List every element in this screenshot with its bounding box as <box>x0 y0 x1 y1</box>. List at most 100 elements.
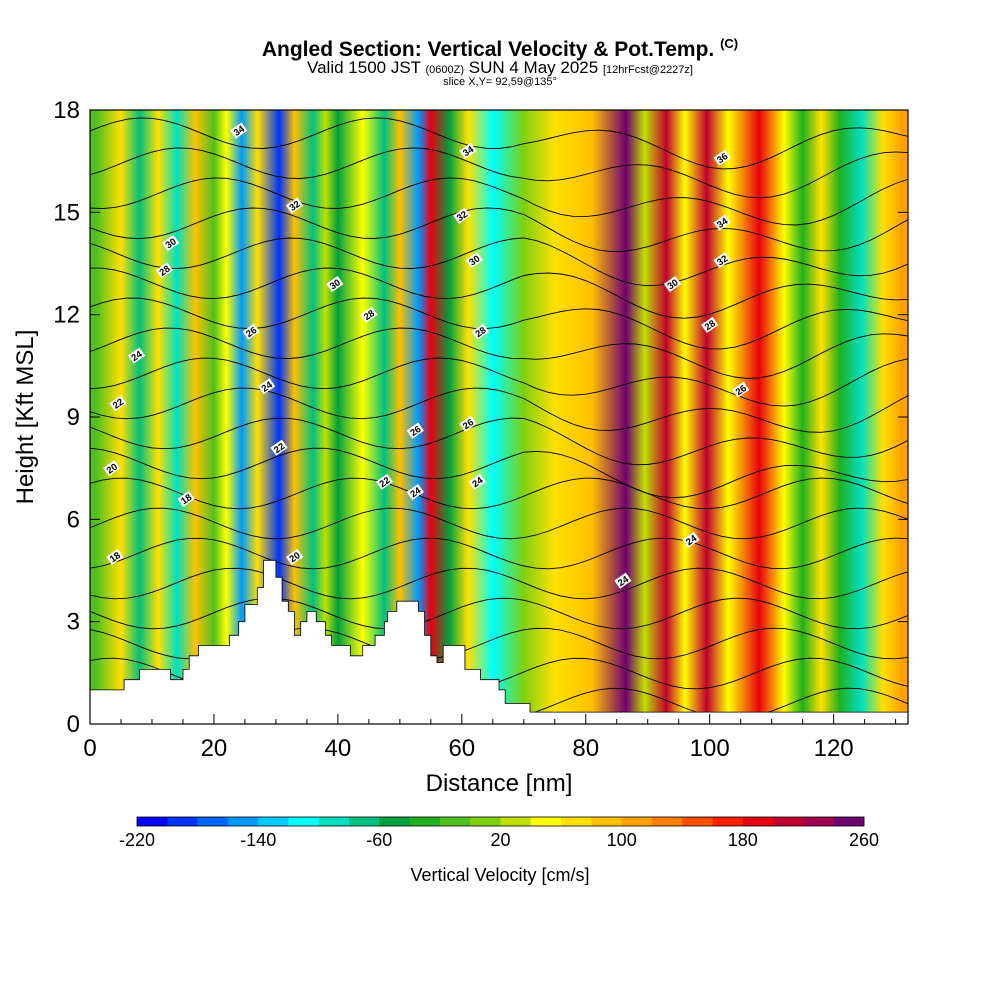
colorbar-tick-label: 260 <box>849 830 879 850</box>
colorbar-swatch <box>621 817 653 826</box>
y-tick-label: 18 <box>53 97 80 124</box>
contour-label: 36 <box>713 149 731 166</box>
colorbar-swatch <box>742 817 774 826</box>
colorbar-swatch <box>379 817 410 826</box>
contour-label: 30 <box>663 275 682 292</box>
contour-label: 28 <box>471 323 490 340</box>
colorbar-tick-label: 100 <box>607 830 637 850</box>
contour-label: 20 <box>285 548 304 565</box>
contour-label-text: 26 <box>244 325 259 340</box>
x-tick-label: 20 <box>201 735 228 762</box>
contour-label: 26 <box>242 323 260 340</box>
colorbar-swatch <box>591 817 622 826</box>
y-tick-label: 15 <box>53 199 80 226</box>
colorbar-swatch <box>137 817 168 826</box>
colorbar: -220 -140 -60 20 100 180 260 <box>119 816 879 850</box>
theta-isentrope <box>90 417 908 466</box>
contour-label-text: 30 <box>666 277 681 292</box>
contour-label: 34 <box>459 142 477 159</box>
x-tick-label: 100 <box>690 735 730 762</box>
x-tick-label: 0 <box>83 735 96 762</box>
contour-label: 24 <box>406 483 424 500</box>
theta-isentrope <box>90 297 908 350</box>
contour-label: 22 <box>375 473 394 490</box>
x-tick-label: 120 <box>814 735 854 762</box>
contour-label-text: 28 <box>703 318 718 333</box>
valid-zulu: (0600Z) <box>425 64 465 76</box>
contour-label: 28 <box>701 316 719 333</box>
contour-label-text: 18 <box>108 550 123 565</box>
theta-isentrope <box>90 177 908 226</box>
contour-label-text: 30 <box>164 236 179 251</box>
contour-label: 34 <box>713 214 731 231</box>
theta-isentrope <box>90 117 908 170</box>
colorbar-swatch <box>167 817 198 826</box>
contour-label-text: 26 <box>734 383 749 398</box>
contour-label-text: 36 <box>715 151 730 166</box>
colorbar-swatch <box>561 817 592 826</box>
contour-label-text: 32 <box>715 253 730 268</box>
contour-label-text: 28 <box>157 264 172 279</box>
theta-isentrope <box>90 597 908 630</box>
chart-title-text: Angled Section: Vertical Velocity & Pot.… <box>261 38 715 61</box>
colorbar-label: Vertical Velocity [cm/s] <box>410 865 589 885</box>
contour-label: 18 <box>177 490 195 507</box>
contour-label: 28 <box>155 262 174 279</box>
contour-label-text: 20 <box>288 550 303 565</box>
contour-label: 22 <box>109 395 127 412</box>
contour-label: 30 <box>326 275 344 292</box>
colorbar-frame <box>136 816 865 827</box>
y-tick-label: 9 <box>67 404 80 431</box>
contour-label-text: 30 <box>328 277 343 292</box>
forecast-tag: [12hrFcst@2227z] <box>602 64 693 76</box>
contour-label: 32 <box>453 207 471 224</box>
x-tick-label: 80 <box>572 735 599 762</box>
vertical-velocity-field <box>90 110 908 724</box>
contour-label-text: 22 <box>111 397 126 412</box>
y-tick-label: 6 <box>67 506 80 533</box>
contour-label: 34 <box>230 122 247 139</box>
chart-title: Angled Section: Vertical Velocity & Pot.… <box>0 36 1000 62</box>
contour-label-text: 26 <box>408 424 423 439</box>
colorbar-swatch <box>470 817 501 826</box>
theta-isentrope <box>90 567 908 600</box>
contour-label: 24 <box>614 572 632 589</box>
colorbar-tick-label: 180 <box>728 830 758 850</box>
contour-label-text: 30 <box>467 253 482 268</box>
theta-isentrope <box>90 147 908 199</box>
contour-label: 32 <box>713 251 731 268</box>
contour-label-text: 22 <box>377 475 392 490</box>
colorbar-tick-label: -220 <box>119 830 155 850</box>
colorbar-swatch <box>318 817 350 826</box>
colorbar-swatch <box>288 817 320 826</box>
valid-time: Valid 1500 JST <box>307 58 421 77</box>
contour-label: 24 <box>468 473 486 490</box>
valid-time-line: Valid 1500 JST (0600Z) SUN 4 May 2025 [1… <box>0 58 1000 78</box>
x-tick-label: 60 <box>448 735 475 762</box>
theta-isentrope <box>90 507 908 540</box>
colorbar-swatch <box>409 817 441 826</box>
colorbar-swatch <box>349 817 380 826</box>
theta-isentrope <box>90 447 908 499</box>
chart-title-tag: (C) <box>720 36 739 51</box>
contour-label-text: 28 <box>473 325 488 340</box>
colorbar-swatch <box>439 817 471 826</box>
theta-isentrope <box>90 357 908 407</box>
x-tick-label: 40 <box>325 735 352 762</box>
contour-label: 26 <box>406 422 424 439</box>
contour-label-text: 28 <box>362 308 377 323</box>
contour-label: 24 <box>257 378 275 395</box>
contour-label: 30 <box>465 251 483 268</box>
colorbar-swatch <box>833 817 865 826</box>
x-axis: 0 20 40 60 80 100 120 <box>83 714 897 762</box>
contour-label: 24 <box>682 531 700 548</box>
theta-isentrope <box>90 267 908 319</box>
theta-isentrope <box>90 327 908 379</box>
contour-label-text: 32 <box>288 199 303 214</box>
contour-labels: 34 34 36 32 32 34 30 30 32 28 30 30 28 28 28 26 24 24 26 22… <box>103 122 750 589</box>
contour-label: 30 <box>161 234 180 251</box>
colorbar-swatch <box>803 817 835 826</box>
colorbar-swatch <box>712 817 744 826</box>
contour-label: 26 <box>459 415 477 432</box>
